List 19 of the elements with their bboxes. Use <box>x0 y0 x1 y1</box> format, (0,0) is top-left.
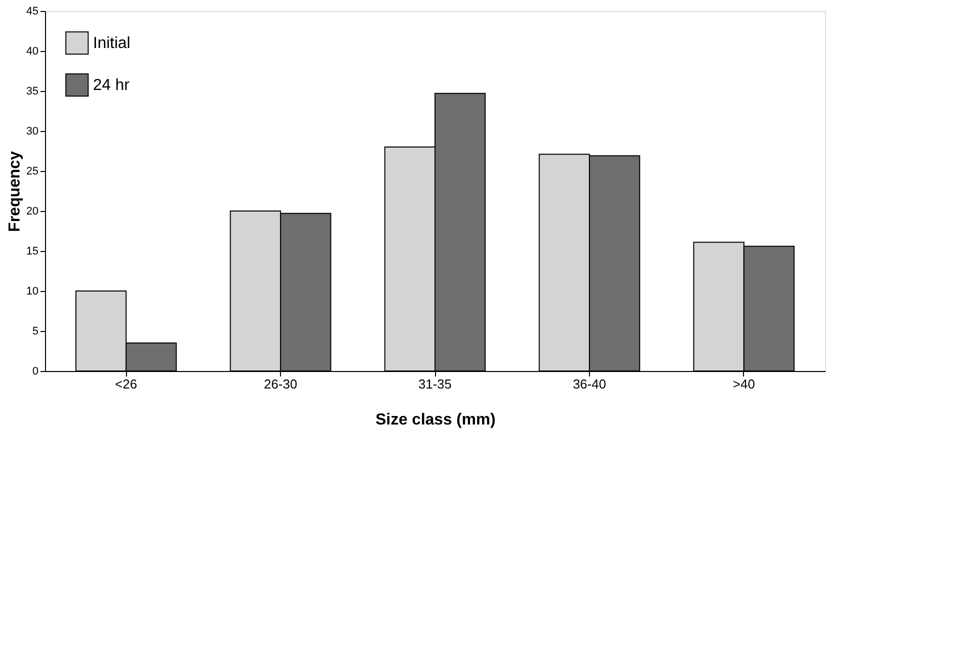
x-tick-label: 26-30 <box>264 376 298 392</box>
y-tick-label: 30 <box>26 126 38 138</box>
x-axis-title: Size class (mm) <box>375 412 496 428</box>
x-tick-label: <26 <box>115 376 138 392</box>
y-tick-label: 20 <box>26 206 38 218</box>
x-tick-label: >40 <box>732 376 755 392</box>
x-tick-label: 36-40 <box>572 376 606 392</box>
y-tick-label: 0 <box>32 366 38 378</box>
y-tick-label: 10 <box>26 286 38 298</box>
y-axis-title: Frequency <box>6 150 24 232</box>
y-tick-label: 45 <box>26 6 38 18</box>
y-tick-label: 5 <box>32 326 38 338</box>
x-tick-label: 31-35 <box>418 376 452 392</box>
y-tick-label: 40 <box>26 46 38 58</box>
y-tick-label: 25 <box>26 166 38 178</box>
legend-label: 24 hr <box>93 77 130 94</box>
y-tick-label: 35 <box>26 86 38 98</box>
y-tick-label: 15 <box>26 246 38 258</box>
legend-label: Initial <box>93 35 130 52</box>
